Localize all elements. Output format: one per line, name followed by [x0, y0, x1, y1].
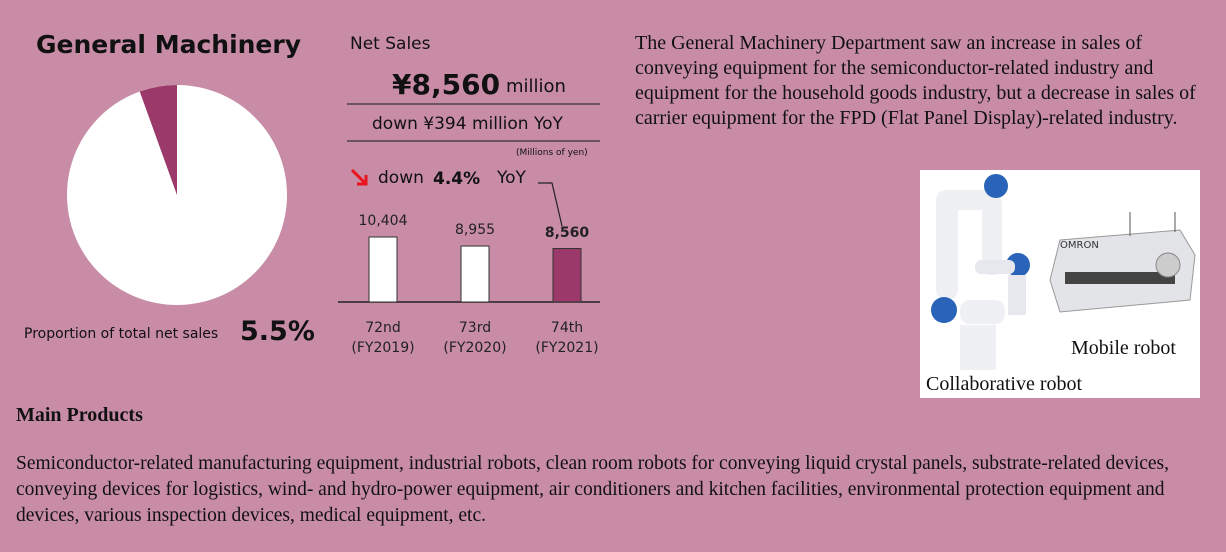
pie-value-label: 5.5%	[240, 316, 315, 347]
amount: ¥8,560	[392, 68, 501, 101]
pie-caption: Proportion of total net sales	[24, 326, 219, 342]
bar	[460, 245, 490, 303]
amount-unit: million	[506, 76, 566, 97]
products-heading: Main Products	[16, 404, 143, 426]
bar-value-label: 8,955	[454, 222, 496, 239]
trend-word: down	[378, 168, 424, 188]
trend-percent: 4.4%	[433, 169, 481, 189]
connector	[538, 182, 563, 227]
unit-note: (Millions of yen)	[516, 148, 588, 158]
down-arrow	[350, 168, 368, 186]
x-tick-label: 74th (FY2021)	[535, 320, 599, 356]
x-tick-label: 72nd (FY2019)	[351, 320, 415, 356]
bar	[552, 248, 582, 303]
photo-label: Collaborative robot	[926, 373, 1083, 395]
robot-photo: OMRON	[920, 170, 1200, 398]
bar-value-label: 8,560	[544, 224, 590, 241]
trend-suffix: YoY	[497, 168, 526, 188]
x-tick-label: 73rd (FY2020)	[443, 320, 507, 356]
change: down ¥394 million YoY	[372, 114, 563, 134]
description: The General Machinery Department saw an …	[635, 32, 1196, 129]
svg-text:OMRON: OMRON	[1060, 240, 1099, 251]
bar-title: Net Sales	[350, 34, 431, 54]
products-text: Semiconductor-related manufacturing equi…	[16, 453, 1170, 526]
pie-slice	[139, 85, 177, 195]
section-title: General Machinery	[36, 30, 302, 59]
bar	[368, 236, 398, 303]
bar-value-label: 10,404	[358, 213, 408, 229]
photo-label: Mobile robot	[1071, 337, 1176, 359]
